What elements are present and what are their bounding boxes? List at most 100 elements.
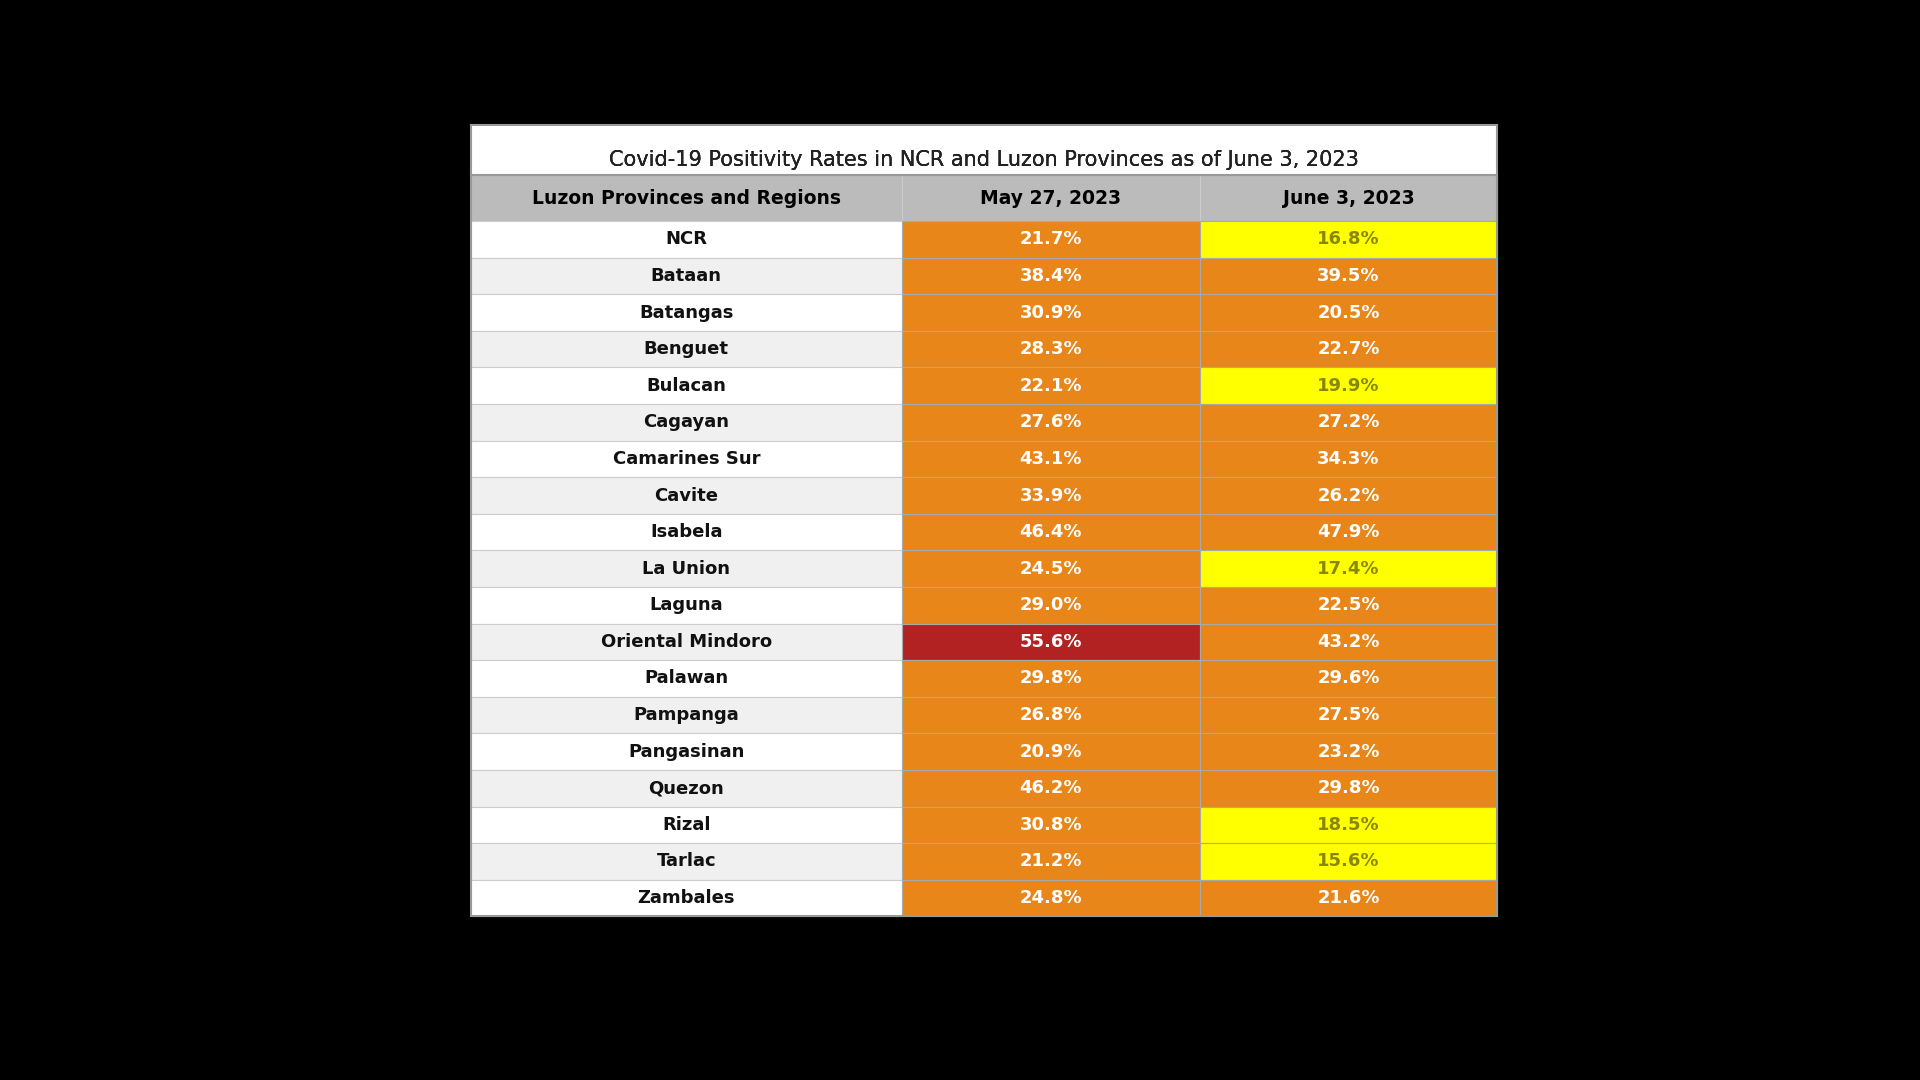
FancyBboxPatch shape <box>902 477 1200 514</box>
FancyBboxPatch shape <box>902 623 1200 660</box>
FancyBboxPatch shape <box>1200 660 1498 697</box>
Text: 24.5%: 24.5% <box>1020 559 1083 578</box>
FancyBboxPatch shape <box>1200 294 1498 330</box>
FancyBboxPatch shape <box>1200 697 1498 733</box>
FancyBboxPatch shape <box>470 770 902 807</box>
FancyBboxPatch shape <box>1200 330 1498 367</box>
FancyBboxPatch shape <box>902 733 1200 770</box>
FancyBboxPatch shape <box>1200 221 1498 258</box>
Text: 21.6%: 21.6% <box>1317 889 1380 907</box>
FancyBboxPatch shape <box>902 514 1200 551</box>
FancyBboxPatch shape <box>902 770 1200 807</box>
FancyBboxPatch shape <box>902 258 1200 294</box>
Text: Zambales: Zambales <box>637 889 735 907</box>
FancyBboxPatch shape <box>470 221 902 258</box>
Text: Batangas: Batangas <box>639 303 733 322</box>
FancyBboxPatch shape <box>902 367 1200 404</box>
Text: 55.6%: 55.6% <box>1020 633 1083 651</box>
FancyBboxPatch shape <box>1200 843 1498 880</box>
Text: May 27, 2023: May 27, 2023 <box>981 189 1121 207</box>
FancyBboxPatch shape <box>1200 551 1498 588</box>
FancyBboxPatch shape <box>470 588 902 623</box>
Text: Oriental Mindoro: Oriental Mindoro <box>601 633 772 651</box>
Text: 20.9%: 20.9% <box>1020 743 1083 760</box>
FancyBboxPatch shape <box>470 551 902 588</box>
Text: Palawan: Palawan <box>645 670 728 688</box>
FancyBboxPatch shape <box>1200 623 1498 660</box>
Text: Cavite: Cavite <box>655 486 718 504</box>
Text: 23.2%: 23.2% <box>1317 743 1380 760</box>
Text: Rizal: Rizal <box>662 815 710 834</box>
FancyBboxPatch shape <box>1200 514 1498 551</box>
Text: Isabela: Isabela <box>651 523 722 541</box>
FancyBboxPatch shape <box>1200 477 1498 514</box>
Text: 19.9%: 19.9% <box>1317 377 1380 394</box>
FancyBboxPatch shape <box>902 404 1200 441</box>
FancyBboxPatch shape <box>470 697 902 733</box>
Text: 15.6%: 15.6% <box>1317 852 1380 870</box>
FancyBboxPatch shape <box>470 367 902 404</box>
FancyBboxPatch shape <box>902 294 1200 330</box>
Text: Quezon: Quezon <box>649 780 724 797</box>
Text: Covid-19 Positivity Rates in NCR and Luzon Provinces as of June 3, 2023: Covid-19 Positivity Rates in NCR and Luz… <box>609 150 1359 171</box>
Text: Camarines Sur: Camarines Sur <box>612 450 760 468</box>
FancyBboxPatch shape <box>1200 258 1498 294</box>
Text: 43.1%: 43.1% <box>1020 450 1083 468</box>
FancyBboxPatch shape <box>470 125 1498 175</box>
FancyBboxPatch shape <box>470 404 902 441</box>
FancyBboxPatch shape <box>902 221 1200 258</box>
Text: Pangasinan: Pangasinan <box>628 743 745 760</box>
Text: 20.5%: 20.5% <box>1317 303 1380 322</box>
Text: 28.3%: 28.3% <box>1020 340 1083 359</box>
Text: Tarlac: Tarlac <box>657 852 716 870</box>
Text: 38.4%: 38.4% <box>1020 267 1083 285</box>
Text: 29.0%: 29.0% <box>1020 596 1083 615</box>
Text: 22.7%: 22.7% <box>1317 340 1380 359</box>
Text: 34.3%: 34.3% <box>1317 450 1380 468</box>
Text: Benguet: Benguet <box>643 340 730 359</box>
FancyBboxPatch shape <box>902 880 1200 916</box>
Text: Cagayan: Cagayan <box>643 414 730 431</box>
Text: Bulacan: Bulacan <box>647 377 726 394</box>
Text: 21.7%: 21.7% <box>1020 230 1083 248</box>
Text: 17.4%: 17.4% <box>1317 559 1380 578</box>
Text: 27.6%: 27.6% <box>1020 414 1083 431</box>
Text: 29.6%: 29.6% <box>1317 670 1380 688</box>
FancyBboxPatch shape <box>902 660 1200 697</box>
Text: 22.5%: 22.5% <box>1317 596 1380 615</box>
FancyBboxPatch shape <box>470 623 902 660</box>
Text: 29.8%: 29.8% <box>1317 780 1380 797</box>
Text: 27.5%: 27.5% <box>1317 706 1380 724</box>
FancyBboxPatch shape <box>470 477 902 514</box>
Text: Bataan: Bataan <box>651 267 722 285</box>
FancyBboxPatch shape <box>470 843 902 880</box>
FancyBboxPatch shape <box>470 880 902 916</box>
Text: Pampanga: Pampanga <box>634 706 739 724</box>
FancyBboxPatch shape <box>470 807 902 843</box>
FancyBboxPatch shape <box>902 175 1200 221</box>
FancyBboxPatch shape <box>902 697 1200 733</box>
Text: Covid-19 Positivity Rates in NCR and Luzon Provinces as of June 3, 2023: Covid-19 Positivity Rates in NCR and Luz… <box>609 150 1359 171</box>
FancyBboxPatch shape <box>470 514 902 551</box>
Text: 27.2%: 27.2% <box>1317 414 1380 431</box>
FancyBboxPatch shape <box>470 660 902 697</box>
Text: 30.8%: 30.8% <box>1020 815 1083 834</box>
FancyBboxPatch shape <box>470 330 902 367</box>
FancyBboxPatch shape <box>902 551 1200 588</box>
FancyBboxPatch shape <box>902 330 1200 367</box>
FancyBboxPatch shape <box>470 175 902 221</box>
FancyBboxPatch shape <box>902 588 1200 623</box>
Text: 26.2%: 26.2% <box>1317 486 1380 504</box>
FancyBboxPatch shape <box>1200 441 1498 477</box>
Text: 26.8%: 26.8% <box>1020 706 1083 724</box>
FancyBboxPatch shape <box>1200 807 1498 843</box>
Text: 30.9%: 30.9% <box>1020 303 1083 322</box>
FancyBboxPatch shape <box>1200 404 1498 441</box>
FancyBboxPatch shape <box>902 441 1200 477</box>
FancyBboxPatch shape <box>470 125 1498 175</box>
FancyBboxPatch shape <box>1200 733 1498 770</box>
FancyBboxPatch shape <box>1200 770 1498 807</box>
Text: June 3, 2023: June 3, 2023 <box>1283 189 1415 207</box>
FancyBboxPatch shape <box>1200 588 1498 623</box>
FancyBboxPatch shape <box>470 258 902 294</box>
